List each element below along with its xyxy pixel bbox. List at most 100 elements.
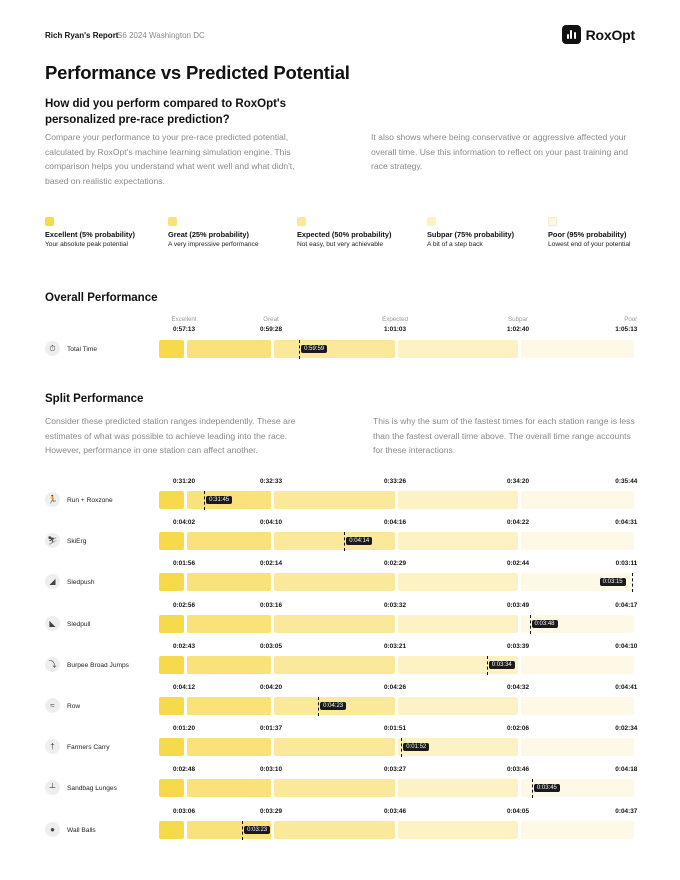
range-bar-poor [521, 532, 634, 551]
tick-time-label: 0:04:05 [506, 807, 530, 815]
tick-time-label: 1:05:13 [615, 326, 638, 333]
range-bar-expected [274, 820, 395, 839]
legend-swatch [168, 217, 177, 226]
tick-time-label: 0:03:06 [172, 807, 196, 815]
tick-time-label: 0:02:43 [172, 642, 196, 650]
page-title: Performance vs Predicted Potential [45, 62, 350, 83]
station-row: 0:31:20 0:32:33 0:33:26 0:34:20 0:35:44 🏃 Run … [45, 478, 638, 518]
station-row: 0:02:43 0:03:05 0:03:21 0:03:39 0:04:10 ⤵ Burp… [45, 642, 638, 683]
tick-time-label: 0:02:06 [506, 725, 530, 733]
station-name: Burpee Broad Jumps [67, 661, 129, 669]
legend-title: Poor (95% probability) [548, 230, 627, 239]
tick-time-label: 0:04:10 [259, 519, 283, 527]
burpee-icon: ⤵ [45, 656, 60, 672]
legend-desc: A very impressive performance [168, 241, 259, 248]
tick-time-label: 0:04:32 [506, 684, 530, 691]
actual-time-badge: 0:59:59 [301, 345, 328, 353]
actual-time-marker [204, 491, 206, 510]
legend-desc: Not easy, but very achievable [297, 241, 384, 248]
range-bar-poor [521, 491, 634, 509]
station-row: 0:03:06 0:03:29 0:03:46 0:04:05 0:04:37 ● Wall… [45, 807, 637, 848]
report-header: Rich Ryan's Report S6 2024 Washington DC… [45, 25, 635, 49]
station-row: 0:04:02 0:04:10 0:04:16 0:04:22 0:04:31 ⛷ SkiE… [45, 519, 638, 559]
range-bar-expected [274, 340, 395, 358]
actual-time-badge: 0:04:14 [346, 537, 373, 546]
tick-time-label: 0:04:17 [615, 601, 638, 609]
actual-time-marker [401, 738, 403, 758]
tick-time-label: 0:04:10 [615, 642, 638, 650]
range-bar-expected [274, 779, 395, 798]
actual-time-badge: 0:03:15 [599, 578, 626, 587]
station-name: SkiErg [67, 538, 87, 546]
tick-time-label: 0:04:16 [383, 519, 407, 527]
range-bar-poor [521, 738, 634, 757]
tick-time-label: 0:03:16 [259, 601, 283, 609]
legend-swatch [45, 217, 54, 226]
range-bar-excellent [159, 573, 184, 592]
legend-item-poor: Poor (95% probability) Lowest end of you… [548, 217, 630, 248]
tick-time-label: 0:02:48 [172, 766, 196, 774]
range-bar-subpar [398, 340, 518, 358]
actual-time-badge: 0:03:34 [488, 660, 515, 669]
tick-time-label: 0:01:51 [383, 725, 407, 733]
range-bar-poor [521, 655, 634, 674]
legend-title: Great (25% probability) [168, 230, 249, 239]
station-row: 0:01:20 0:01:37 0:01:51 0:02:06 0:02:34 † Farm… [45, 725, 637, 765]
station-name: Total Time [67, 346, 98, 353]
tick-time-label: 0:03:39 [506, 642, 530, 650]
station-name: Run + Roxzone [67, 497, 113, 504]
split-text-right: This is why the sum of the fastest times… [373, 416, 635, 455]
range-bar-subpar [398, 820, 518, 839]
legend-title: Subpar (75% probability) [427, 230, 515, 239]
legend-desc: A bit of a step back [427, 241, 483, 248]
stopwatch-icon: ⏱ [45, 341, 60, 356]
tick-time-label: 0:57:13 [172, 326, 196, 333]
tick-time-label: 0:04:22 [506, 519, 530, 527]
tick-time-label: 0:04:41 [615, 684, 638, 691]
tick-time-label: 0:02:56 [172, 601, 196, 609]
tick-time-label: 0:04:18 [615, 766, 638, 774]
actual-time-marker [318, 697, 320, 716]
tick-time-label: 0:03:29 [259, 807, 283, 815]
range-bar-expected [274, 655, 395, 674]
tier-label-subpar: Subpar [508, 316, 528, 323]
tick-time-label: 0:59:28 [259, 326, 283, 333]
skierg-icon: ⛷ [45, 533, 60, 549]
legend-item-great: Great (25% probability) A very impressiv… [168, 217, 259, 248]
tick-time-label: 0:34:20 [506, 478, 530, 485]
tick-time-label: 0:03:46 [506, 766, 530, 774]
station-row: 0:02:56 0:03:16 0:03:32 0:03:49 0:04:17 ◣ Sled… [45, 601, 638, 642]
tick-time-label: 0:03:46 [383, 807, 407, 815]
range-bar-excellent [159, 820, 184, 839]
tick-time-label: 0:03:10 [259, 766, 283, 774]
tick-time-label: 0:02:29 [383, 560, 407, 568]
split-section-title: Split Performance [45, 393, 144, 405]
range-bar-excellent [159, 697, 184, 715]
lunge-icon: ┴ [45, 780, 60, 796]
range-bar-great [187, 655, 271, 674]
tick-time-label: 0:35:44 [615, 478, 638, 485]
tick-time-label: 0:01:20 [172, 725, 196, 733]
legend-desc: Your absolute peak potential [45, 241, 128, 248]
station-name: Row [67, 703, 81, 710]
page-subtitle: How did you perform compared to RoxOpt's… [45, 98, 287, 126]
tick-time-label: 0:04:20 [259, 684, 283, 691]
range-bar-poor [521, 340, 634, 358]
actual-time-marker [299, 340, 301, 359]
range-bar-poor [521, 820, 634, 839]
brand-logo: RoxOpt [561, 25, 635, 44]
station-name: Wall Balls [67, 826, 96, 834]
tick-time-label: 0:04:31 [615, 519, 638, 527]
range-bar-great [187, 697, 271, 715]
row-icon: ≈ [45, 698, 60, 713]
tick-time-label: 0:03:32 [383, 601, 407, 609]
actual-time-marker [631, 573, 633, 593]
actual-time-badge: 0:31:45 [206, 496, 233, 504]
legend-title: Expected (50% probability) [297, 230, 392, 239]
tick-time-label: 0:04:26 [383, 684, 407, 691]
intro-text-left: Compare your performance to your pre-rac… [45, 132, 295, 186]
range-bar-subpar [398, 738, 518, 757]
range-bar-great [187, 738, 271, 757]
tick-time-label: 1:02:40 [506, 326, 530, 333]
range-bar-subpar [398, 697, 518, 715]
